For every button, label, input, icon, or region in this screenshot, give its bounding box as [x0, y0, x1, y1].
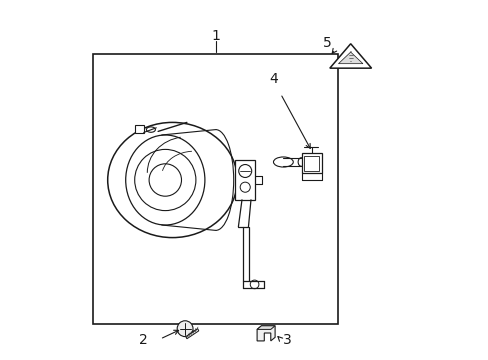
Circle shape [177, 321, 193, 337]
Polygon shape [338, 52, 362, 64]
Bar [93, 54, 337, 324]
Circle shape [134, 149, 196, 211]
Polygon shape [329, 44, 371, 68]
Ellipse shape [273, 157, 293, 167]
Bar [134, 125, 144, 133]
Bar [303, 156, 318, 171]
Text: 2: 2 [139, 333, 148, 347]
Text: 4: 4 [268, 72, 277, 86]
Ellipse shape [146, 127, 155, 132]
Text: 5: 5 [322, 36, 331, 50]
Ellipse shape [107, 122, 237, 238]
Text: 3: 3 [283, 333, 291, 347]
Bar [235, 160, 255, 200]
Polygon shape [257, 326, 275, 329]
Bar [302, 153, 321, 173]
Ellipse shape [298, 158, 304, 166]
Polygon shape [185, 329, 199, 339]
Circle shape [149, 164, 181, 196]
Ellipse shape [125, 135, 204, 225]
Polygon shape [257, 326, 275, 341]
Text: 1: 1 [211, 29, 220, 43]
